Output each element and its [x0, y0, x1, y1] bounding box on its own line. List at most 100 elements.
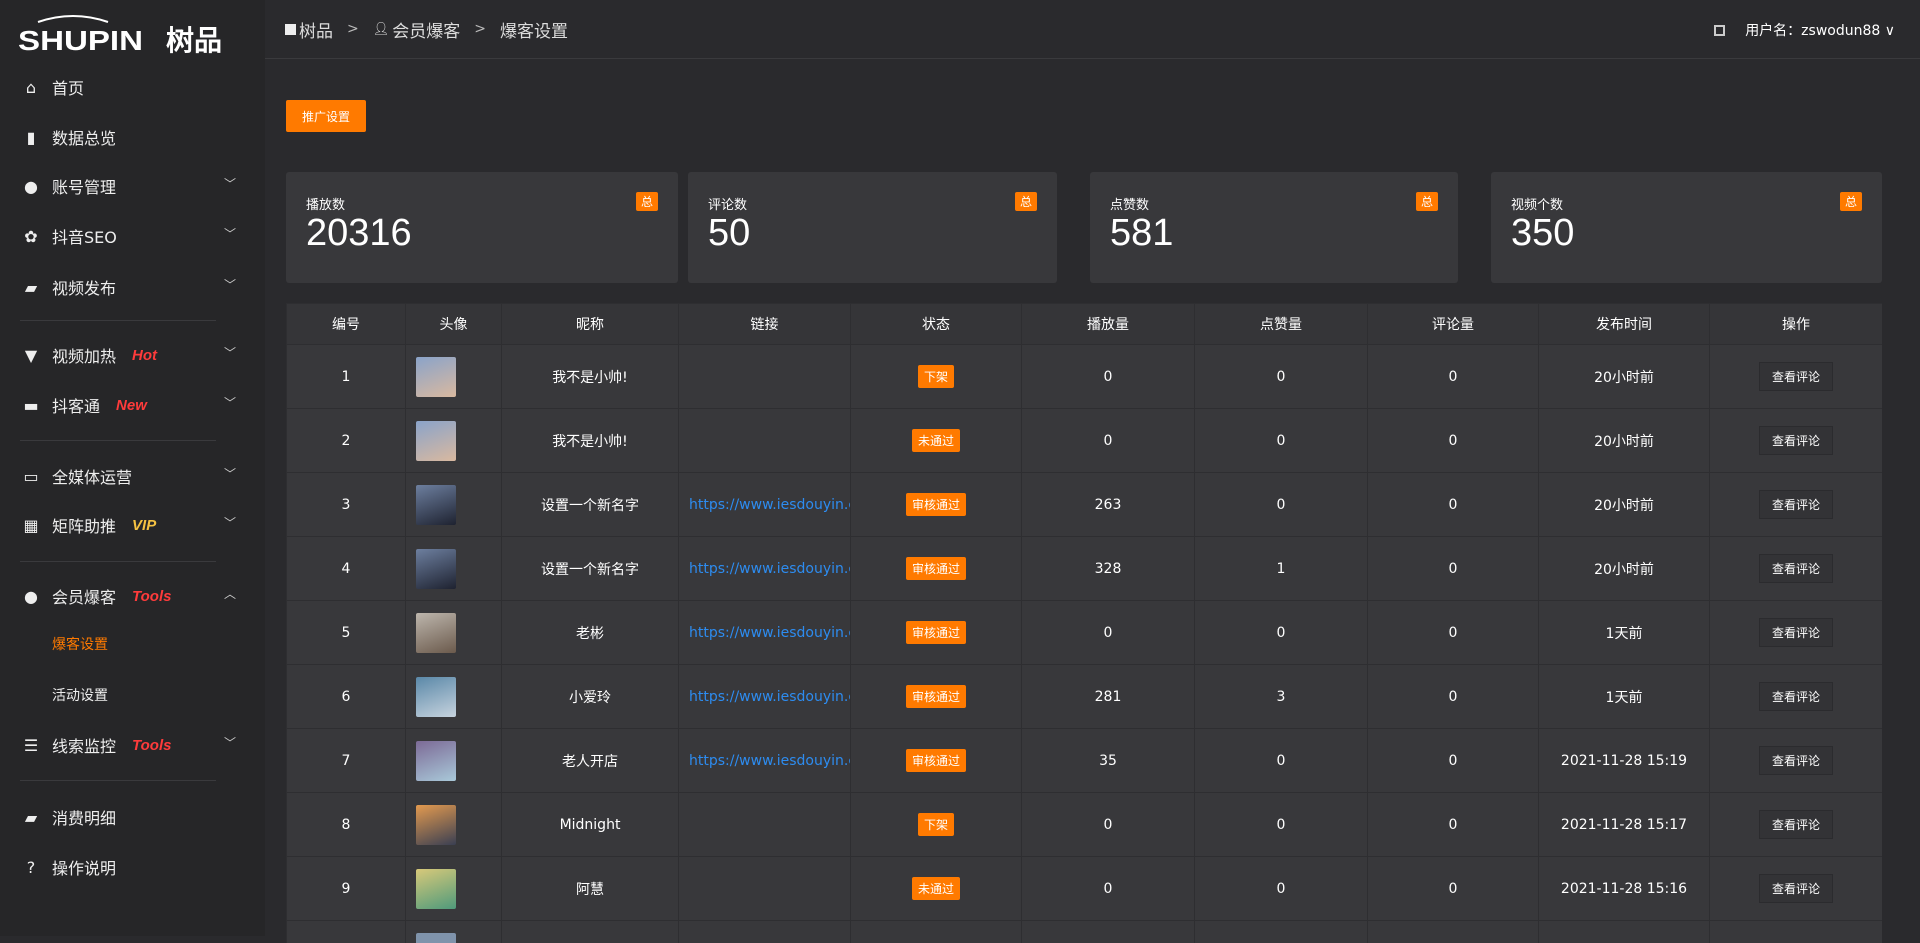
sidebar-item-label: 视频加热	[52, 343, 116, 367]
column-header: 昵称	[502, 304, 679, 345]
total-badge: 总	[1416, 192, 1438, 211]
row-id: 5	[287, 601, 406, 665]
chevron-down-icon: ﹀	[224, 175, 236, 192]
breadcrumb-home[interactable]: 树品	[299, 17, 333, 42]
view-comments-button[interactable]: 查看评论	[1759, 490, 1833, 519]
sidebar-item-4[interactable]: ✿抖音SEO﹀	[22, 221, 232, 251]
publish-time: 20小时前	[1539, 473, 1710, 537]
likes: 1	[1195, 537, 1368, 601]
sidebar-item-12[interactable]: ▰消费明细	[22, 802, 232, 832]
sidebar-divider	[20, 561, 216, 562]
row-id: 2	[287, 409, 406, 473]
svg-text:树品: 树品	[166, 24, 222, 54]
plays: 281	[1022, 665, 1195, 729]
sidebar-item-2[interactable]: ▮数据总览	[22, 122, 232, 152]
total-badge: 总	[1840, 192, 1862, 211]
chat-icon: ▬	[22, 396, 40, 414]
avatar	[416, 613, 456, 653]
view-comments-button[interactable]: 查看评论	[1759, 746, 1833, 775]
column-header: 状态	[851, 304, 1022, 345]
video-link[interactable]: https://www.iesdouyin.c	[679, 753, 850, 769]
sidebar-item-label: 首页	[52, 75, 84, 99]
breadcrumb-member[interactable]: 会员爆客	[392, 17, 460, 42]
avatar	[416, 933, 456, 943]
plays: 35	[1022, 729, 1195, 793]
camera-icon: ▰	[22, 278, 40, 296]
sidebar-tag: Hot	[132, 347, 157, 364]
sidebar-item-3[interactable]: ●账号管理﹀	[22, 171, 232, 201]
chevron-down-icon: ﹀	[224, 394, 236, 411]
plays: 0	[1022, 793, 1195, 857]
view-comments-button[interactable]: 查看评论	[1759, 426, 1833, 455]
view-comments-button[interactable]: 查看评论	[1759, 874, 1833, 903]
sidebar-item-8[interactable]: ▭全媒体运营﹀	[22, 461, 232, 491]
nickname: Midnight	[502, 793, 679, 857]
top-header: 树品 > 👤︎ 会员爆客 > 爆客设置 用户名：zswodun88 ∨	[265, 0, 1920, 59]
plays: 0	[1022, 857, 1195, 921]
sidebar-divider	[20, 440, 216, 441]
status-badge: 未通过	[912, 877, 960, 900]
nickname: 阿慧	[502, 857, 679, 921]
total-badge: 总	[636, 192, 658, 211]
column-header: 编号	[287, 304, 406, 345]
chevron-down-icon: ﹀	[224, 225, 236, 242]
comments: 0	[1368, 857, 1539, 921]
sidebar-tag: VIP	[132, 517, 156, 534]
row-id: 9	[287, 857, 406, 921]
likes: 0	[1195, 601, 1368, 665]
video-link[interactable]: https://www.iesdouyin.c	[679, 625, 850, 641]
row-id: 3	[287, 473, 406, 537]
shupin-logo: SHUPIN 树品	[18, 12, 238, 54]
sidebar-item-5[interactable]: ▰视频发布﹀	[22, 272, 232, 302]
status-badge: 审核通过	[906, 621, 966, 644]
avatar	[416, 421, 456, 461]
sidebar-subitem-2[interactable]: 活动设置	[52, 686, 108, 706]
monitor-icon: ▭	[22, 467, 40, 485]
view-comments-button[interactable]: 查看评论	[1759, 554, 1833, 583]
column-header: 链接	[679, 304, 851, 345]
stat-label: 评论数	[708, 194, 747, 213]
video-link[interactable]: https://www.iesdouyin.c	[679, 497, 850, 513]
sidebar-item-label: 全媒体运营	[52, 464, 132, 488]
user-icon: 👤︎	[373, 22, 390, 37]
video-link[interactable]: https://www.iesdouyin.c	[679, 561, 850, 577]
table-row: 7 老人开店 https://www.iesdouyin.c 审核通过 35 0…	[287, 729, 1883, 793]
comments: 0	[1368, 601, 1539, 665]
video-link[interactable]: https://www.iesdouyin.c	[679, 689, 850, 705]
user-menu[interactable]: 用户名：zswodun88 ∨	[1745, 20, 1895, 40]
chevron-up-icon: ︿	[224, 585, 236, 602]
sidebar-item-label: 操作说明	[52, 855, 116, 879]
status-badge: 未通过	[912, 429, 960, 452]
user-icon: ●	[22, 177, 40, 195]
fullscreen-icon[interactable]	[1714, 25, 1725, 36]
view-comments-button[interactable]: 查看评论	[1759, 618, 1833, 647]
view-comments-button[interactable]: 查看评论	[1759, 810, 1833, 839]
table-row: 5 老彬 https://www.iesdouyin.c 审核通过 0 0 0 …	[287, 601, 1883, 665]
comments: 0	[1368, 793, 1539, 857]
status-badge: 下架	[918, 365, 954, 388]
status-badge: 审核通过	[906, 557, 966, 580]
chevron-down-icon: ﹀	[224, 465, 236, 482]
sidebar-item-1[interactable]: ⌂首页	[22, 72, 232, 102]
plays: 0	[1022, 601, 1195, 665]
comments: 0	[1368, 665, 1539, 729]
table-row: 2 我不是小帅! 未通过 0 0 0 20小时前 查看评论	[287, 409, 1883, 473]
sidebar-subitem-1[interactable]: 爆客设置	[52, 635, 108, 655]
wallet-icon: ▰	[22, 808, 40, 826]
column-header: 操作	[1710, 304, 1883, 345]
sidebar-item-13[interactable]: ?操作说明	[22, 852, 232, 882]
status-badge: 下架	[918, 813, 954, 836]
comments: 0	[1368, 729, 1539, 793]
grid-icon: ▦	[22, 516, 40, 534]
view-comments-button[interactable]: 查看评论	[1759, 682, 1833, 711]
column-header: 头像	[406, 304, 502, 345]
promo-settings-button[interactable]: 推广设置	[286, 100, 366, 132]
view-comments-button[interactable]: 查看评论	[1759, 362, 1833, 391]
